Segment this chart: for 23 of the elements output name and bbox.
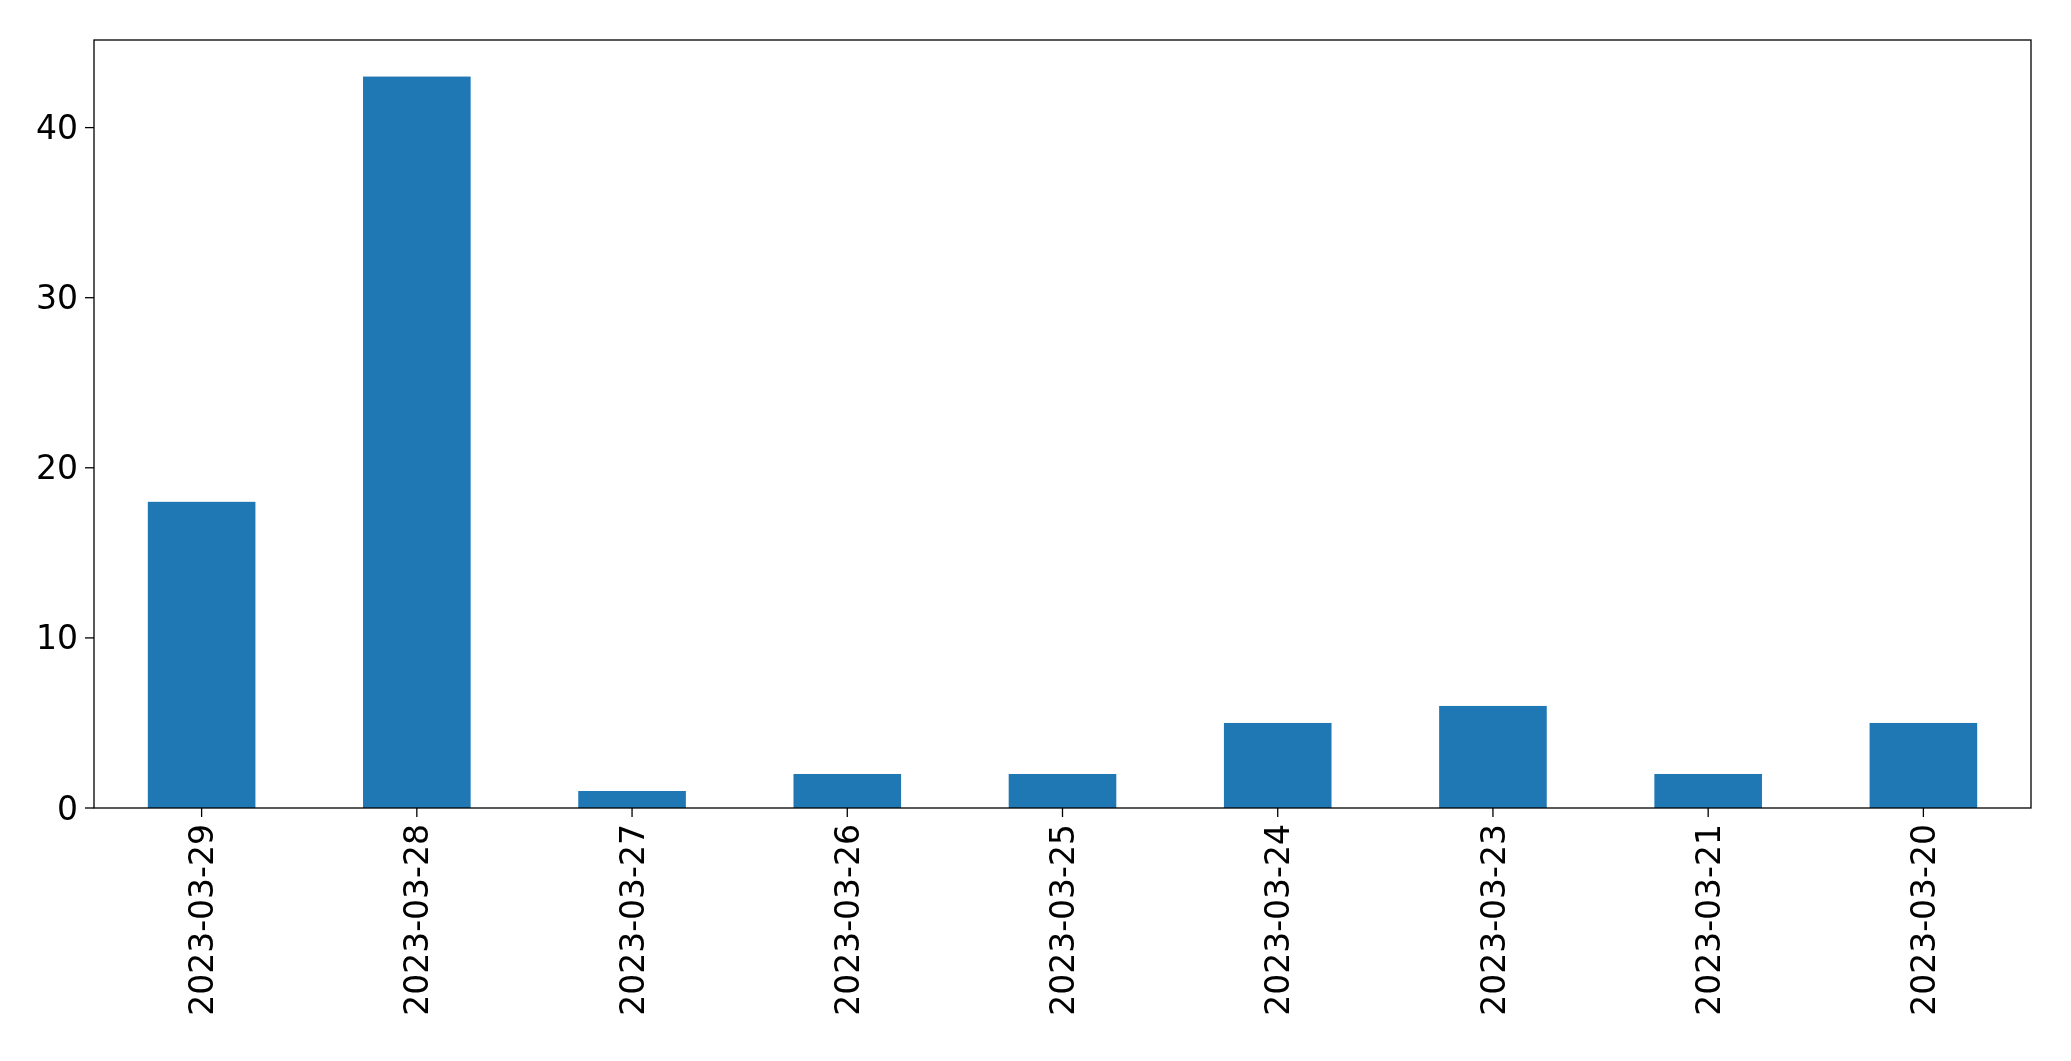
bar [363, 76, 471, 808]
x-tick-label: 2023-03-29 [182, 824, 222, 1016]
y-tick-label: 0 [57, 788, 78, 828]
bar [578, 790, 686, 808]
x-tick-label: 2023-03-27 [612, 824, 652, 1016]
bar [1869, 722, 1978, 808]
bar [1223, 722, 1332, 808]
x-tick-label: 2023-03-20 [1903, 824, 1943, 1016]
y-tick-label: 30 [36, 278, 78, 318]
bar [793, 773, 902, 808]
bar [1008, 773, 1117, 808]
x-tick-label: 2023-03-24 [1258, 824, 1298, 1016]
x-tick-label: 2023-03-28 [397, 824, 437, 1016]
y-tick-label: 10 [36, 618, 78, 658]
x-tick-label: 2023-03-26 [827, 824, 867, 1016]
x-tick-label: 2023-03-23 [1473, 824, 1513, 1016]
bar [1439, 705, 1547, 808]
bar [147, 501, 256, 808]
x-tick-label: 2023-03-25 [1043, 824, 1083, 1016]
y-tick-label: 20 [36, 448, 78, 488]
bar [1654, 773, 1762, 808]
x-tick-label: 2023-03-21 [1688, 824, 1728, 1016]
y-tick-label: 40 [36, 108, 78, 148]
